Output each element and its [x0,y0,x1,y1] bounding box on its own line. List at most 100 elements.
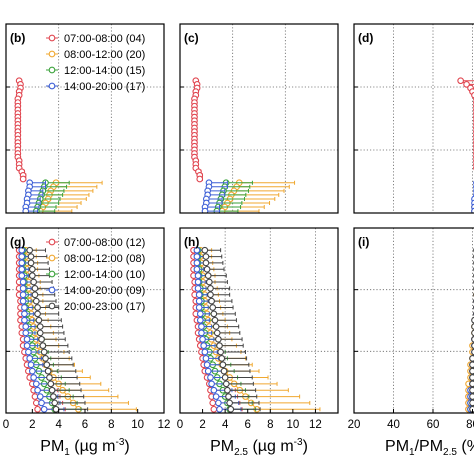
data-point [463,80,470,88]
x-axis-title: PM1/PM2.5 (% [385,438,474,458]
data-point [27,253,35,260]
data-point [40,348,48,356]
data-point [193,259,201,267]
data-point [471,342,474,349]
data-point [18,259,26,267]
data-point [208,297,215,305]
data-point [469,405,474,413]
x-axis-title-part: (µg m [70,438,116,455]
data-point [18,265,26,273]
data-point [23,342,31,350]
x-tick-label: 6 [245,419,251,431]
data-point [196,175,204,183]
data-point [202,259,210,267]
data-point [471,335,474,343]
legend: 07:00-08:00 (04) 08:00-12:00 (20) 12:00-14… [46,33,145,93]
series-4 [193,246,242,413]
x-tick-label: 20 [348,419,361,431]
data-point [202,355,210,362]
legend-marker [48,270,56,278]
data-point [19,291,27,299]
data-point [210,405,218,413]
panel-frame [179,23,339,214]
x-axis-title-part: ) [124,438,129,455]
data-point [19,175,27,183]
grid [354,24,474,213]
data-point [21,304,28,311]
legend-label: 08:00-12:00 (20) [64,49,145,61]
x-axis-title-part: ) [303,438,308,455]
x-axis: 20 40 60 80 PM1/PM2.5 (% [348,409,474,458]
legend-label: 20:00-23:00 (17) [64,301,145,313]
data-point [198,329,205,337]
x-tick-label: 80 [466,419,474,431]
data-point [34,386,41,394]
series-2 [218,179,296,213]
series-5 [201,246,261,413]
data-point [30,374,38,381]
data-point [227,405,235,413]
data-point [31,291,39,299]
data-point [204,367,212,375]
series-group [14,77,103,213]
data-point [469,355,474,362]
data-point [28,265,36,273]
legend-marker [48,82,56,90]
panel-c: (c) [179,23,339,214]
data-point [193,246,201,254]
data-point [469,361,474,369]
data-point [469,399,474,407]
data-point [469,380,474,388]
x-tick-label: 0 [3,419,9,431]
panel-frame [353,23,474,214]
x-tick-label: 6 [82,419,88,431]
x-axis: 0 2 4 6 8 10 12 PM1 (µg m-3) [3,409,170,458]
data-point [34,304,41,311]
panel-label: (d) [358,31,373,45]
data-point [40,405,48,413]
data-point [36,323,44,330]
data-point [207,291,214,299]
data-point [28,367,36,375]
data-point [26,246,34,254]
data-point [18,246,26,254]
data-point [52,405,60,413]
panel-g: (g) 07:00-08:00 (12) 08:00-12:00 (08) 12:00… [3,227,170,458]
data-point [210,386,218,394]
data-point [195,304,203,311]
panel-label: (b) [10,31,25,45]
data-point [35,316,43,324]
data-point [19,297,27,305]
legend-label: 14:00-20:00 (17) [64,81,145,93]
panel-frame [179,227,339,414]
data-point [224,386,231,394]
data-point [47,380,55,388]
x-axis-title-part: -3 [116,437,125,448]
data-point [210,310,218,318]
data-point [469,367,474,375]
data-point [216,342,223,350]
data-point [215,399,222,407]
data-point [22,323,30,330]
data-point [226,399,234,407]
x-tick-label: 60 [427,419,440,431]
panel-d: (d) [353,23,474,214]
data-point [194,285,202,292]
data-point [220,367,228,375]
data-point [36,393,44,400]
data-point [200,342,208,350]
data-point [457,77,465,85]
grid [180,24,338,213]
data-point [34,405,41,413]
data-point [195,297,203,305]
x-axis-title-part: 2.5 [234,447,248,458]
series-4 [22,179,46,213]
data-point [30,278,38,286]
x-axis-title-part: (µg m [248,438,294,455]
data-point [22,329,30,337]
series-group [190,246,321,413]
series-group [465,247,474,413]
